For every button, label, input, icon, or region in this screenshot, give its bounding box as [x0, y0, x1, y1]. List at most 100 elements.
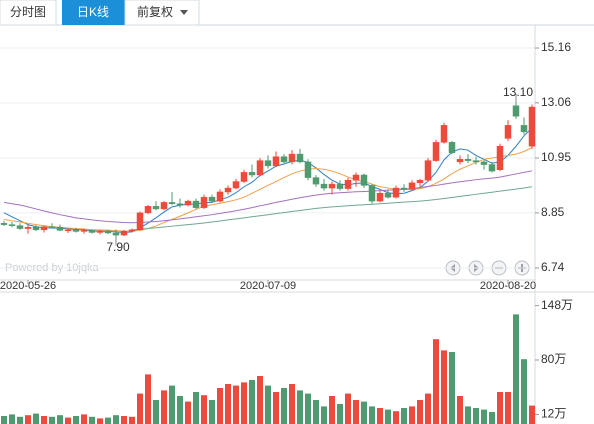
candle-body: [320, 183, 328, 189]
candle-body: [88, 230, 96, 233]
volume-bar: [249, 380, 255, 424]
volume-bar: [169, 385, 175, 424]
volume-bar: [265, 385, 271, 424]
candle-body: [376, 193, 384, 202]
candle-body: [112, 232, 120, 236]
volume-bar: [25, 415, 31, 424]
volume-panel: 12万 80万 148万: [1, 298, 573, 424]
volume-bar: [329, 396, 335, 424]
volume-bar: [289, 384, 295, 424]
candle-body: [288, 153, 296, 163]
candle-body: [160, 202, 168, 210]
volume-bar: [257, 376, 263, 424]
candle-body: [216, 191, 224, 202]
volume-bar: [121, 416, 127, 424]
volume-bar: [81, 414, 87, 424]
candle-body: [328, 183, 336, 189]
candle-body: [304, 161, 312, 178]
volume-bar: [225, 384, 231, 424]
candle-body: [488, 164, 496, 172]
candle-body: [264, 160, 272, 167]
volume-bar: [137, 393, 143, 424]
volume-bar: [337, 404, 343, 424]
dropdown-arrow[interactable]: [180, 10, 188, 15]
candle-body: [16, 225, 24, 229]
candle-body: [344, 179, 352, 189]
candle-body: [280, 156, 288, 163]
candle-body: [120, 230, 128, 236]
volume-bar: [489, 412, 495, 424]
tab-label[interactable]: 前复权: [137, 4, 173, 19]
volume-bar: [321, 406, 327, 424]
volume-bar: [193, 392, 199, 424]
volume-bar: [57, 415, 63, 424]
candle-body: [96, 230, 104, 233]
candle-body: [296, 153, 304, 163]
volume-bar: [497, 392, 503, 424]
candle-body: [440, 125, 448, 143]
candle-body: [312, 177, 320, 185]
volume-bar: [89, 416, 95, 424]
candle-body: [208, 196, 216, 202]
y-tick-label: 10.95: [541, 150, 571, 164]
candle-body: [184, 200, 192, 206]
price-panel: 6.74 8.85 10.95 13.06 15.16 2020-05-26 2020-07…: [0, 40, 571, 292]
candle-body: [432, 142, 440, 161]
tab[interactable]: [0, 0, 57, 26]
volume-bar: [505, 392, 511, 424]
volume-bar: [457, 396, 463, 424]
volume-bar: [9, 414, 15, 424]
volume-bar: [217, 388, 223, 424]
candle-body: [48, 226, 56, 228]
volume-bar: [345, 393, 351, 424]
x-tick-label: 2020-05-26: [0, 280, 56, 292]
candle-body: [136, 212, 144, 231]
volume-bar: [241, 382, 247, 424]
volume-bar: [161, 390, 167, 424]
candle-body: [352, 174, 360, 181]
volume-bar: [33, 413, 39, 424]
tab-label[interactable]: 分时图: [10, 5, 46, 19]
volume-bar: [417, 400, 423, 424]
candle-body: [504, 125, 512, 139]
candle-body: [424, 160, 432, 181]
x-tick-label: 2020-08-20: [480, 280, 536, 292]
volume-bar: [233, 385, 239, 424]
volume-bar: [97, 418, 103, 424]
candle-body: [472, 160, 480, 163]
candle-body: [168, 202, 176, 204]
candle-body: [496, 145, 504, 171]
candle-body: [528, 106, 536, 147]
candle-body: [480, 161, 488, 165]
volume-bar: [393, 411, 399, 424]
tab-active[interactable]: [62, 0, 125, 25]
candle-body: [72, 229, 80, 232]
moving-average-line: [131, 186, 533, 231]
volume-bar: [281, 388, 287, 424]
candle-body: [128, 229, 136, 232]
candle-body: [360, 174, 368, 186]
candle-body: [40, 226, 48, 231]
tab[interactable]: [124, 0, 200, 26]
volume-bar: [377, 408, 383, 424]
candle-body: [152, 206, 160, 210]
volume-bar: [41, 416, 47, 424]
volume-bar: [185, 401, 191, 424]
candle-body: [256, 160, 264, 176]
y-tick-label: 6.74: [541, 260, 565, 274]
volume-bar: [201, 395, 207, 424]
volume-bar: [73, 416, 79, 424]
volume-bar: [433, 339, 439, 424]
volume-bar: [473, 408, 479, 424]
candle-body: [448, 142, 456, 154]
candle-body: [408, 182, 416, 190]
volume-bar: [209, 400, 215, 424]
volume-bar: [401, 408, 407, 424]
candle-body: [272, 156, 280, 167]
y-tick-label: 13.06: [541, 95, 571, 109]
candle-body: [64, 229, 72, 232]
y-tick-label: 8.85: [541, 205, 565, 219]
volume-bar: [353, 400, 359, 424]
volume-bar: [449, 352, 455, 424]
tab-label[interactable]: 日K线: [77, 5, 109, 19]
